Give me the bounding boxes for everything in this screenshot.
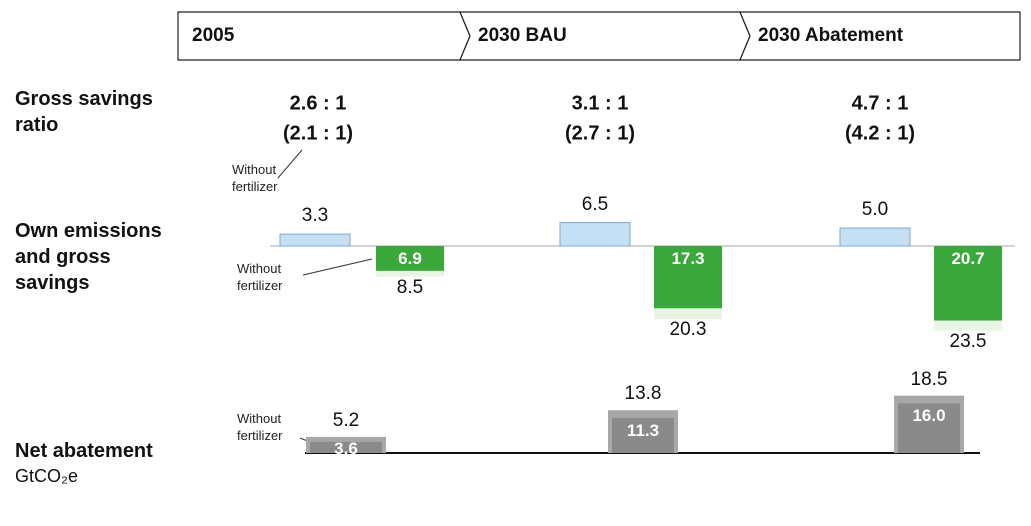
scenario-label: 2030 Abatement — [758, 25, 904, 46]
own-emissions-bar — [559, 222, 631, 247]
ratio-without-fertilizer: (4.2 : 1) — [844, 122, 916, 145]
row-label: Gross savings ratio — [15, 88, 153, 136]
gross-savings-without-fertilizer-bar — [376, 246, 444, 271]
gross-savings-without-fertilizer-bar — [654, 246, 722, 309]
value-label: 5.0 — [861, 199, 889, 220]
gross-savings-without-fertilizer-bar — [934, 246, 1002, 321]
annotation: Without fertilizer — [237, 261, 283, 293]
net-abatement-without-fertilizer-bar — [898, 403, 960, 453]
annotation: Without fertilizer — [237, 411, 283, 443]
ratio-without-fertilizer: (2.7 : 1) — [564, 122, 636, 145]
own-emissions-bar — [279, 233, 351, 247]
annotation: Without fertilizer — [232, 162, 278, 194]
ratio-without-fertilizer: (2.1 : 1) — [282, 122, 354, 145]
row-label: Own emissions and gross savings — [15, 220, 162, 294]
leader-line — [277, 149, 303, 179]
value-label: 8.5 — [396, 276, 424, 298]
value-label: 6.9 — [398, 249, 422, 268]
unit-label: GtCO₂e — [15, 466, 78, 486]
leader-line — [302, 258, 373, 276]
value-label: 3.6 — [334, 438, 358, 458]
value-label: 13.8 — [624, 383, 662, 405]
own-emissions-bar — [839, 227, 911, 247]
value-label: 18.5 — [910, 368, 948, 390]
value-label: 17.3 — [671, 249, 705, 268]
value-label: 16.0 — [912, 406, 946, 426]
ratio: 4.7 : 1 — [851, 92, 909, 115]
value-label: 11.3 — [626, 420, 660, 440]
value-label: 20.7 — [951, 249, 985, 268]
value-label: 5.2 — [332, 409, 360, 431]
ratio: 2.6 : 1 — [289, 92, 347, 115]
value-label: 3.3 — [301, 205, 329, 227]
scenario-label: 2030 BAU — [478, 25, 567, 46]
value-label: 6.5 — [581, 193, 609, 215]
net-abatement-without-fertilizer-bar — [612, 417, 674, 453]
ratio: 3.1 : 1 — [571, 92, 629, 115]
header-segment — [739, 11, 1021, 61]
row-label: Net abatement — [15, 440, 153, 462]
scenario-label: 2005 — [192, 25, 235, 46]
value-label: 23.5 — [949, 330, 987, 352]
net-abatement-without-fertilizer-bar — [310, 441, 382, 453]
value-label: 20.3 — [669, 319, 707, 341]
